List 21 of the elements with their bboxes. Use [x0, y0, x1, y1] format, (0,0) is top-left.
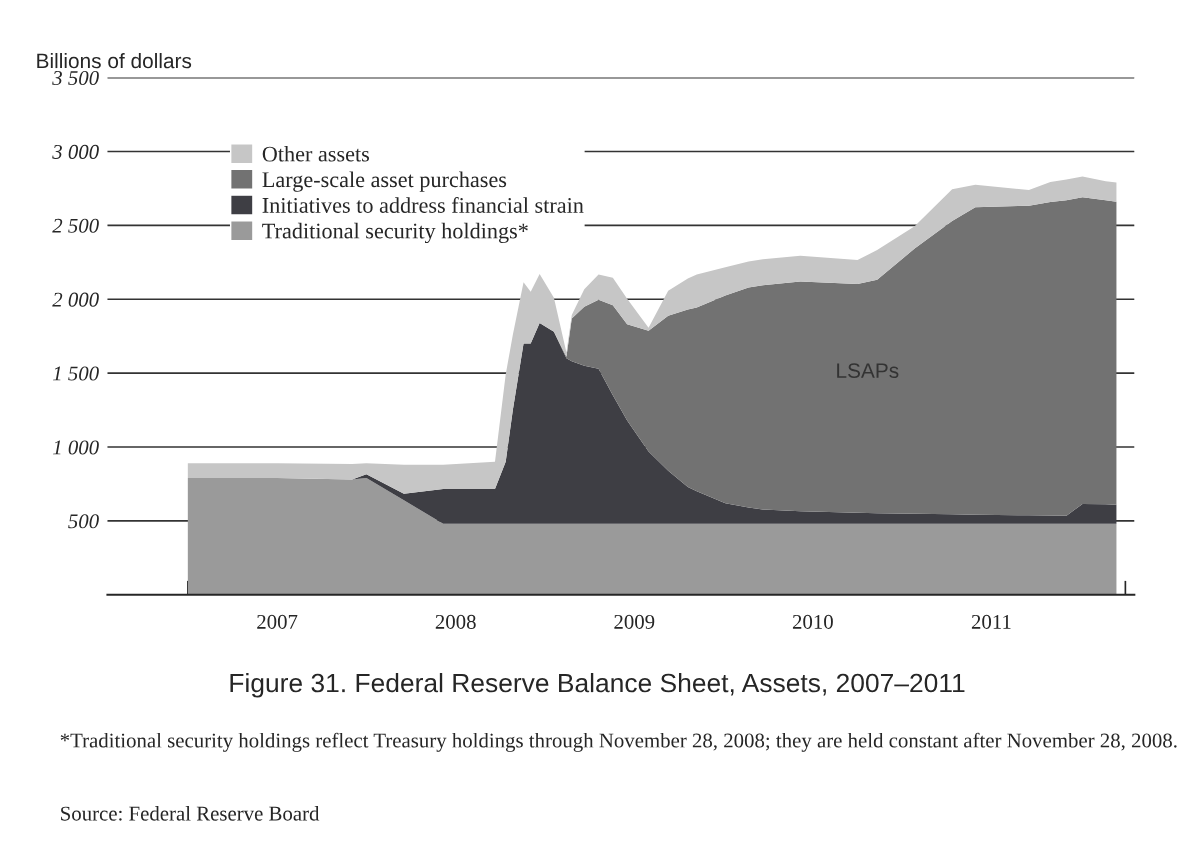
y-tick-label: 500	[68, 514, 99, 529]
source-note: Source: Federal Reserve Board	[61, 805, 320, 821]
annotation: LSAPs	[837, 363, 899, 378]
y-tick-label: 1 500	[52, 366, 99, 381]
legend-label: Large-scale asset purchases	[262, 171, 507, 192]
x-tick-label: 2010	[792, 614, 833, 629]
y-tick-label: 2 500	[52, 218, 99, 233]
legend-label: Other assets	[262, 145, 369, 162]
y-axis-title: Billions of dollars	[37, 52, 192, 69]
x-tick-label: 2009	[614, 614, 655, 629]
legend-label: Traditional security holdings*	[262, 222, 528, 244]
x-tick-label: 2008	[435, 614, 476, 629]
y-tick-label: 2 000	[52, 292, 99, 307]
y-tick-label: 1 000	[52, 440, 99, 455]
text: Figure 31. Federal Reserve Balance Sheet, Assets, 2007–2011	[230, 672, 965, 698]
y-tick-label: 3 500	[52, 70, 99, 86]
x-tick-label: 2007	[257, 614, 298, 629]
legend-label: Initiatives to address financial strain	[262, 197, 584, 213]
text: *Traditional security holdings reflect Treasury holdings through November 28, 2008; they are held constant after November 28, 2008.	[60, 732, 1177, 752]
y-tick-label: 3 000	[52, 144, 99, 159]
x-tick-label: 2011	[971, 614, 1011, 629]
